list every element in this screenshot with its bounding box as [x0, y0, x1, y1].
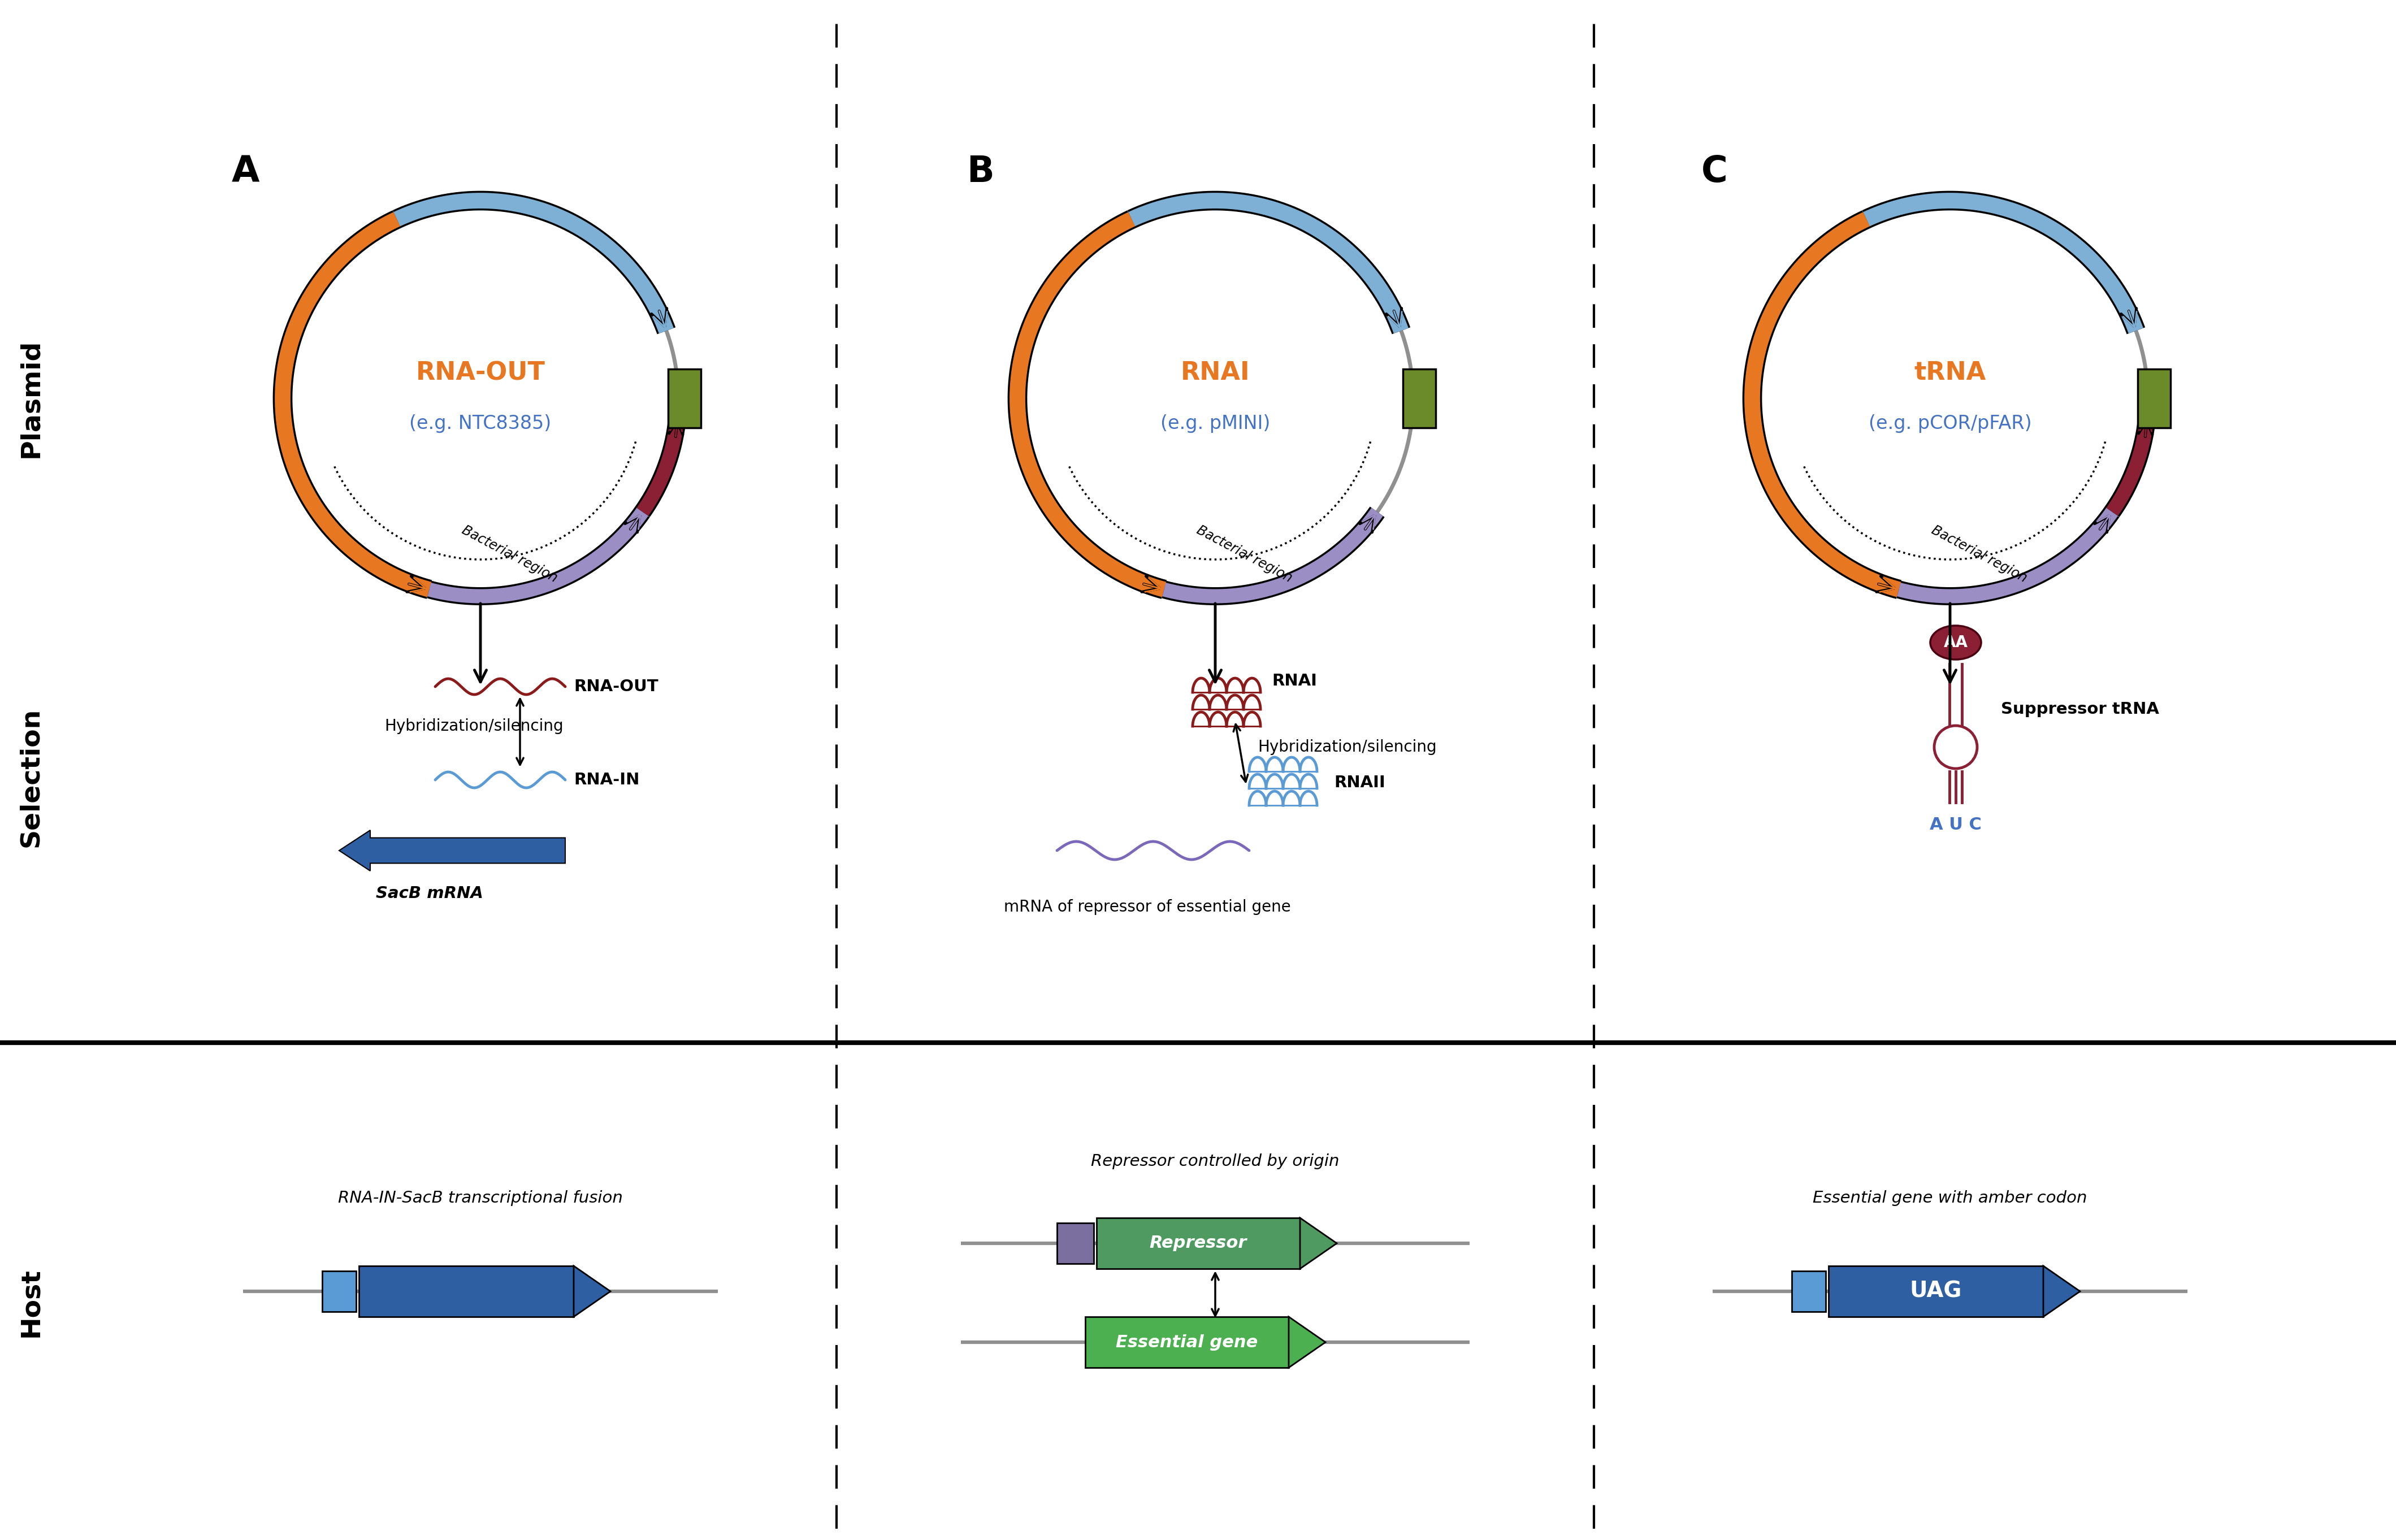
- Text: RNAI: RNAI: [1272, 673, 1318, 688]
- Text: (e.g. pMINI): (e.g. pMINI): [1160, 414, 1270, 433]
- Polygon shape: [1289, 1317, 1325, 1368]
- Bar: [1792, 1270, 1826, 1312]
- Polygon shape: [1301, 1218, 1337, 1269]
- Text: RNAI: RNAI: [1181, 360, 1251, 385]
- Text: Hybridization/silencing: Hybridization/silencing: [383, 718, 563, 735]
- Text: Hybridization/silencing: Hybridization/silencing: [1258, 739, 1438, 755]
- Text: RNAII: RNAII: [1335, 775, 1385, 790]
- Text: (e.g. pCOR/pFAR): (e.g. pCOR/pFAR): [1869, 414, 2032, 433]
- Text: Repressor controlled by origin: Repressor controlled by origin: [1090, 1153, 1339, 1169]
- Text: RNA-IN-SacB transcriptional fusion: RNA-IN-SacB transcriptional fusion: [338, 1190, 623, 1206]
- Polygon shape: [573, 1266, 611, 1317]
- Text: AA: AA: [1943, 634, 1967, 650]
- Text: Host: Host: [19, 1267, 43, 1337]
- Bar: [668, 370, 702, 428]
- Bar: [321, 1270, 357, 1312]
- Polygon shape: [2044, 1266, 2080, 1317]
- Text: RNA-OUT: RNA-OUT: [573, 679, 659, 695]
- Text: (e.g. NTC8385): (e.g. NTC8385): [410, 414, 551, 433]
- Text: Suppressor tRNA: Suppressor tRNA: [2001, 701, 2159, 718]
- Text: Bacterial region: Bacterial region: [1193, 524, 1294, 585]
- Text: tRNA: tRNA: [1914, 360, 1986, 385]
- Text: Essential gene: Essential gene: [1117, 1334, 1258, 1351]
- Bar: [1828, 1266, 2044, 1317]
- Text: Bacterial region: Bacterial region: [460, 524, 558, 585]
- Text: Essential gene with amber codon: Essential gene with amber codon: [1814, 1190, 2087, 1206]
- Text: RNA-IN: RNA-IN: [573, 772, 640, 788]
- Text: Repressor: Repressor: [1150, 1235, 1246, 1252]
- Ellipse shape: [1931, 625, 1981, 659]
- Text: B: B: [966, 154, 994, 189]
- Text: UAG: UAG: [1910, 1281, 1962, 1303]
- Bar: [359, 1266, 573, 1317]
- Circle shape: [1936, 728, 1974, 767]
- Text: A: A: [232, 154, 259, 189]
- Text: Plasmid: Plasmid: [19, 339, 43, 457]
- Bar: [1057, 1223, 1093, 1264]
- Text: C: C: [1701, 154, 1728, 189]
- Text: RNA-OUT: RNA-OUT: [417, 360, 546, 385]
- Text: Selection: Selection: [19, 707, 43, 847]
- Bar: [1085, 1317, 1289, 1368]
- Bar: [1097, 1218, 1301, 1269]
- Bar: [1404, 370, 1435, 428]
- Text: SacB mRNA: SacB mRNA: [376, 885, 484, 901]
- Text: Bacterial region: Bacterial region: [1929, 524, 2029, 585]
- Bar: [2137, 370, 2171, 428]
- Text: A U C: A U C: [1929, 816, 1981, 833]
- FancyArrow shape: [340, 830, 565, 872]
- Text: mRNA of repressor of essential gene: mRNA of repressor of essential gene: [1004, 899, 1291, 915]
